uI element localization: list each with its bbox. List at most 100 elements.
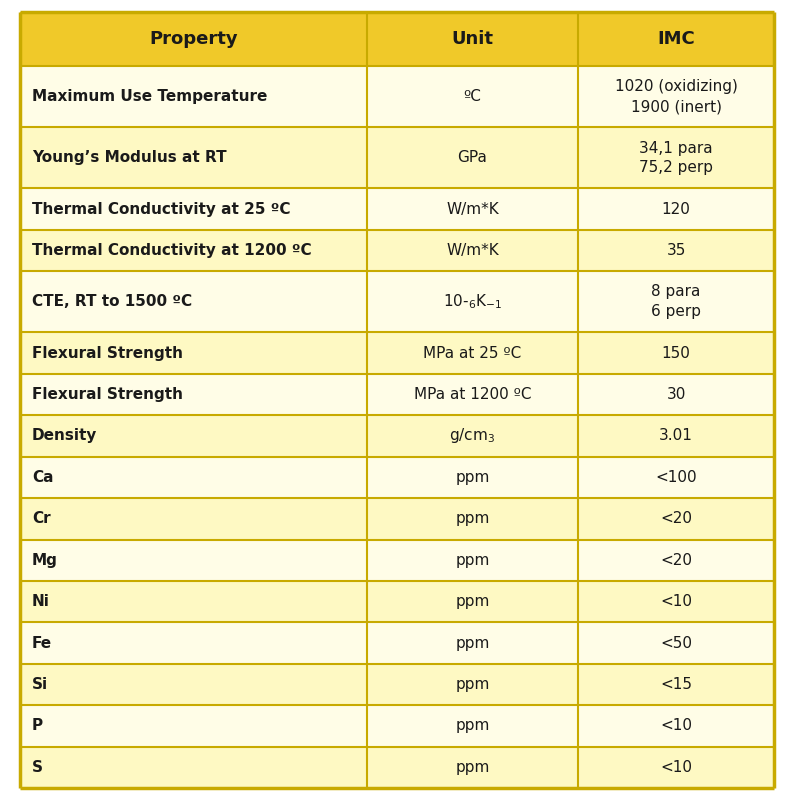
Bar: [20, 12, 367, 66]
Text: ppm: ppm: [455, 470, 490, 485]
Bar: [578, 457, 774, 498]
Bar: [578, 498, 774, 539]
Bar: [578, 127, 774, 189]
Bar: [20, 746, 367, 788]
Bar: [20, 230, 367, 271]
Text: W/m*K: W/m*K: [446, 243, 499, 258]
Text: Flexural Strength: Flexural Strength: [32, 346, 183, 361]
Bar: [578, 66, 774, 127]
Text: ppm: ppm: [455, 718, 490, 734]
Text: Ca: Ca: [32, 470, 53, 485]
Bar: [367, 230, 578, 271]
Text: Mg: Mg: [32, 553, 58, 568]
Bar: [367, 189, 578, 230]
Bar: [367, 127, 578, 189]
Bar: [578, 581, 774, 622]
Text: ºC: ºC: [464, 90, 481, 104]
Bar: [578, 622, 774, 664]
Text: S: S: [32, 760, 43, 774]
Text: 30: 30: [666, 387, 686, 402]
Bar: [367, 664, 578, 705]
Bar: [367, 415, 578, 457]
Text: Fe: Fe: [32, 635, 52, 650]
Text: ppm: ppm: [455, 677, 490, 692]
Text: ppm: ppm: [455, 511, 490, 526]
Bar: [367, 581, 578, 622]
Bar: [578, 415, 774, 457]
Bar: [20, 457, 367, 498]
Text: Ni: Ni: [32, 594, 50, 609]
Bar: [367, 333, 578, 374]
Bar: [367, 705, 578, 746]
Text: <10: <10: [660, 760, 692, 774]
Bar: [367, 498, 578, 539]
Text: ppm: ppm: [455, 635, 490, 650]
Bar: [20, 581, 367, 622]
Text: <100: <100: [655, 470, 697, 485]
Bar: [20, 333, 367, 374]
Text: Unit: Unit: [452, 30, 493, 48]
Text: Thermal Conductivity at 1200 ºC: Thermal Conductivity at 1200 ºC: [32, 243, 311, 258]
Text: MPa at 1200 ºC: MPa at 1200 ºC: [414, 387, 531, 402]
Text: <10: <10: [660, 718, 692, 734]
Text: Si: Si: [32, 677, 48, 692]
Bar: [20, 539, 367, 581]
Bar: [578, 374, 774, 415]
Bar: [367, 66, 578, 127]
Bar: [367, 457, 578, 498]
Text: <10: <10: [660, 594, 692, 609]
Bar: [20, 374, 367, 415]
Text: Thermal Conductivity at 25 ºC: Thermal Conductivity at 25 ºC: [32, 202, 291, 217]
Text: 3.01: 3.01: [659, 429, 693, 443]
Text: MPa at 25 ºC: MPa at 25 ºC: [423, 346, 522, 361]
Text: Property: Property: [149, 30, 237, 48]
Text: ppm: ppm: [455, 594, 490, 609]
Text: IMC: IMC: [657, 30, 695, 48]
Bar: [20, 705, 367, 746]
Bar: [20, 415, 367, 457]
Text: P: P: [32, 718, 43, 734]
Bar: [20, 664, 367, 705]
Bar: [578, 271, 774, 333]
Text: Flexural Strength: Flexural Strength: [32, 387, 183, 402]
Bar: [20, 127, 367, 189]
Bar: [367, 12, 578, 66]
Text: 120: 120: [661, 202, 691, 217]
Bar: [578, 230, 774, 271]
Text: ppm: ppm: [455, 553, 490, 568]
Bar: [578, 189, 774, 230]
Text: <50: <50: [660, 635, 692, 650]
Bar: [578, 705, 774, 746]
Bar: [578, 539, 774, 581]
Text: 34,1 para
75,2 perp: 34,1 para 75,2 perp: [639, 141, 713, 175]
Bar: [20, 189, 367, 230]
Text: Cr: Cr: [32, 511, 51, 526]
Text: 150: 150: [661, 346, 691, 361]
Text: g/cm$_{\mathregular{3}}$: g/cm$_{\mathregular{3}}$: [449, 426, 495, 446]
Bar: [578, 746, 774, 788]
Bar: [367, 622, 578, 664]
Text: W/m*K: W/m*K: [446, 202, 499, 217]
Text: CTE, RT to 1500 ºC: CTE, RT to 1500 ºC: [32, 294, 192, 310]
Bar: [20, 498, 367, 539]
Text: <20: <20: [660, 553, 692, 568]
Text: 35: 35: [666, 243, 686, 258]
Text: ppm: ppm: [455, 760, 490, 774]
Bar: [20, 622, 367, 664]
Bar: [578, 12, 774, 66]
Text: Density: Density: [32, 429, 97, 443]
Text: <20: <20: [660, 511, 692, 526]
Bar: [367, 746, 578, 788]
Text: 10-$_{\mathregular{6}}$K$_{\mathregular{-1}}$: 10-$_{\mathregular{6}}$K$_{\mathregular{…: [443, 293, 502, 311]
Text: Young’s Modulus at RT: Young’s Modulus at RT: [32, 150, 226, 166]
Bar: [578, 333, 774, 374]
Bar: [20, 66, 367, 127]
Bar: [367, 539, 578, 581]
Bar: [20, 271, 367, 333]
Bar: [367, 374, 578, 415]
Text: <15: <15: [660, 677, 692, 692]
Text: Maximum Use Temperature: Maximum Use Temperature: [32, 90, 268, 104]
Text: 8 para
6 perp: 8 para 6 perp: [651, 285, 701, 319]
Bar: [578, 664, 774, 705]
Bar: [367, 271, 578, 333]
